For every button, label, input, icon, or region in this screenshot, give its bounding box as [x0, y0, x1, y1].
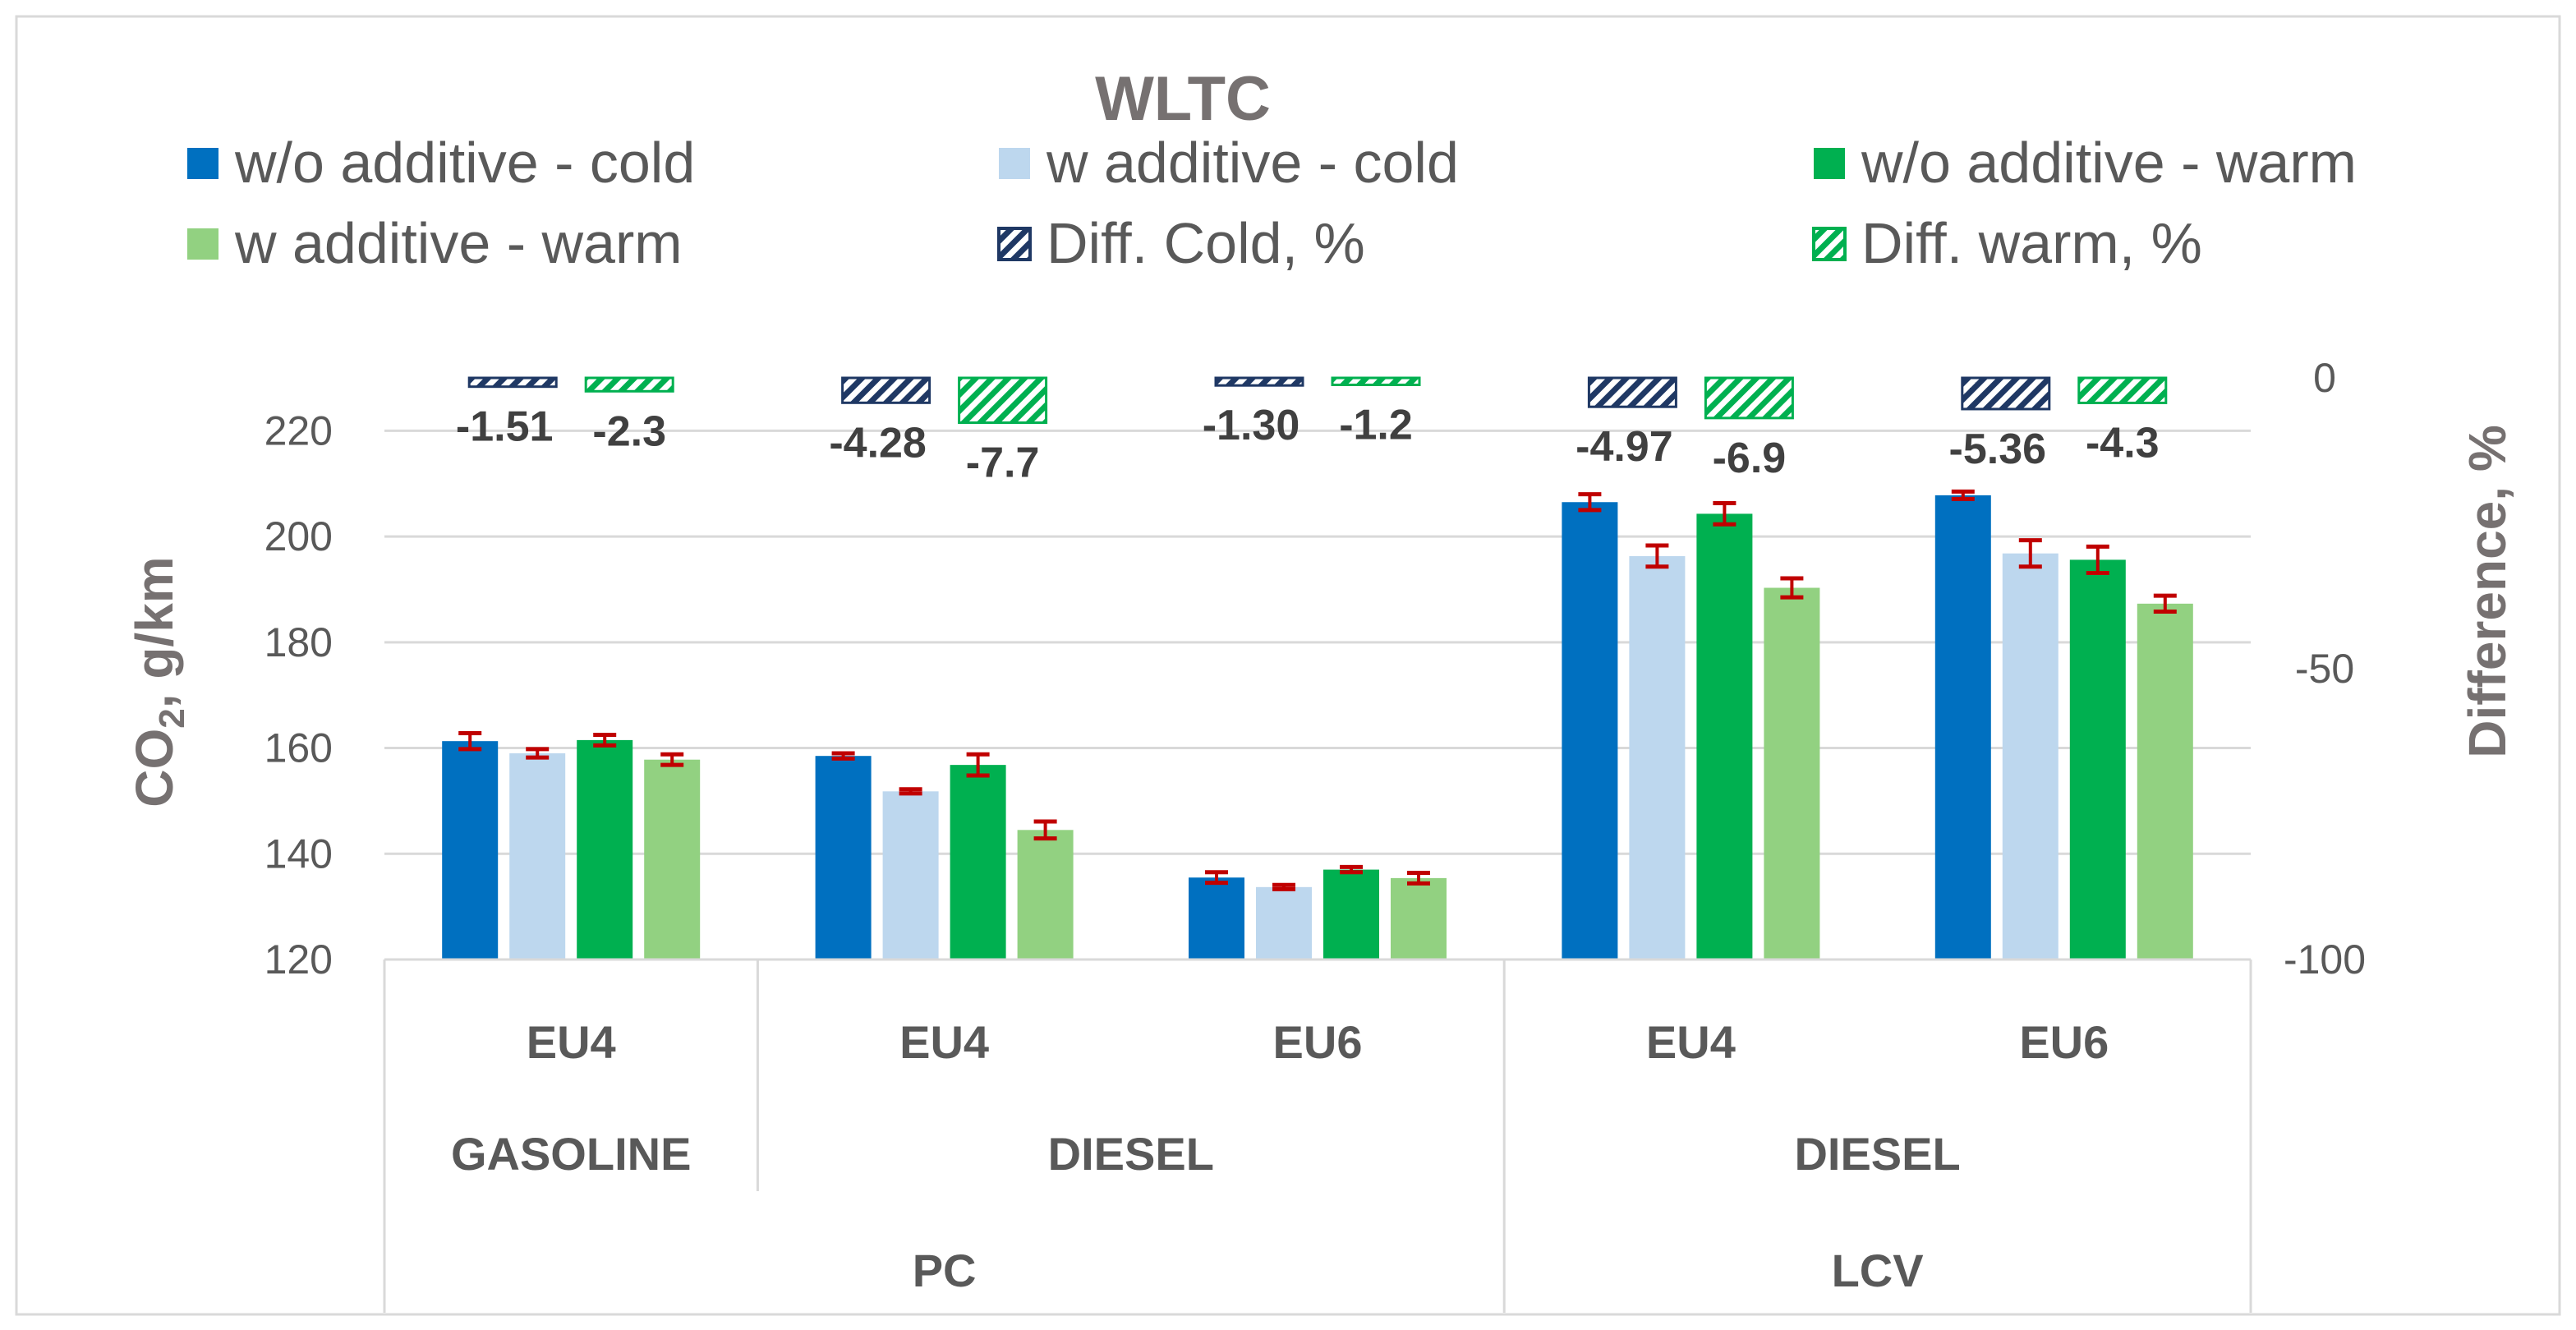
x-cat-fuel-0: GASOLINE [451, 1128, 691, 1180]
y-axis-label-sub: 2 [152, 708, 192, 728]
bar-4-cold_wo [1934, 495, 1991, 960]
diff-bar-4-diff_warm [2077, 376, 2168, 404]
bar-1-warm_wo [950, 765, 1006, 960]
y2-axis-label: Difference, % [2458, 425, 2517, 757]
bars [442, 495, 2193, 960]
y-tick-140: 140 [264, 831, 333, 877]
chart-border [15, 15, 2561, 1316]
diff-label-4-diff_warm: -4.3 [2086, 419, 2160, 467]
legend-label-warm_w: w additive - warm [234, 211, 683, 275]
bar-1-cold_w [882, 791, 939, 960]
bar-4-warm_wo [2069, 559, 2126, 960]
x-cat-standard-4: EU6 [2019, 1016, 2109, 1068]
y-tick-160: 160 [264, 725, 333, 771]
bar-2-warm_w [1391, 877, 1447, 960]
legend-swatch-diff_warm [1812, 227, 1847, 261]
diff-label-0-diff_warm: -2.3 [592, 407, 666, 455]
y2-tick--100: -100 [2284, 937, 2366, 983]
bar-1-cold_wo [815, 756, 872, 960]
x-cat-vehicle-0: PC [913, 1245, 977, 1296]
legend-item-warm_wo: w/o additive - warm [1814, 131, 2357, 195]
bar-1-warm_w [1017, 830, 1074, 960]
x-cat-standard-2: EU6 [1273, 1016, 1363, 1068]
bar-0-cold_wo [442, 741, 499, 960]
diff-label-3-diff_cold: -4.97 [1576, 423, 1673, 471]
legend-item-diff_warm: Diff. warm, % [1812, 211, 2202, 275]
bar-4-cold_w [2002, 553, 2058, 960]
diff-bar-3-diff_cold [1587, 376, 1677, 408]
bar-2-warm_wo [1323, 869, 1379, 960]
y-axis-label-rest: , g/km [125, 556, 184, 708]
diff-label-1-diff_warm: -7.7 [966, 439, 1040, 487]
bar-4-warm_w [2137, 603, 2193, 960]
bar-0-warm_w [644, 759, 701, 960]
bar-3-warm_wo [1696, 513, 1753, 960]
bar-0-cold_w [509, 752, 566, 960]
y-tick-220: 220 [264, 407, 333, 453]
legend-item-diff_cold: Diff. Cold, % [997, 211, 1365, 275]
diff-bar-3-diff_warm [1704, 376, 1794, 420]
x-cat-standard-1: EU4 [899, 1016, 989, 1068]
chart-title: WLTC [1095, 64, 1271, 134]
legend-item-cold_wo: w/o additive - cold [187, 131, 695, 195]
diff-bar-4-diff_cold [1961, 376, 2051, 411]
legend-item-cold_w: w additive - cold [999, 131, 1459, 195]
y-tick-200: 200 [264, 513, 333, 559]
diff-bar-0-diff_warm [584, 376, 674, 393]
legend-item-warm_w: w additive - warm [187, 211, 683, 275]
y-axis-label: CO2, g/km [125, 556, 192, 807]
diff-label-3-diff_warm: -6.9 [1713, 435, 1787, 482]
legend-label-diff_warm: Diff. warm, % [1861, 211, 2202, 275]
x-cat-fuel-2: DIESEL [1794, 1128, 1960, 1180]
diff-bar-1-diff_warm [958, 376, 1048, 425]
diff-bar-2-diff_warm [1331, 376, 1421, 386]
diff-label-4-diff_cold: -5.36 [1949, 426, 2047, 473]
legend-swatch-diff_cold [997, 227, 1032, 261]
diff-bar-1-diff_cold [841, 376, 932, 404]
bar-2-cold_wo [1189, 877, 1244, 960]
y-tick-180: 180 [264, 619, 333, 665]
legend-swatch-warm_wo [1814, 148, 1845, 179]
x-cat-standard-0: EU4 [527, 1016, 616, 1068]
diff-label-1-diff_cold: -4.28 [829, 419, 927, 467]
x-cat-fuel-1: DIESEL [1048, 1128, 1214, 1180]
legend-label-diff_cold: Diff. Cold, % [1046, 211, 1365, 275]
x-axis-categories: EU4 EU4 EU6 EU4 EU6 GASOLINE DIESEL DIESEL PC LCV [383, 958, 2252, 1313]
y-tick-120: 120 [264, 937, 333, 983]
diff-label-0-diff_cold: -1.51 [456, 403, 554, 451]
diff-label-2-diff_cold: -1.30 [1203, 402, 1300, 449]
y-axis-ticks: 120 140 160 180 200 220 [264, 407, 333, 983]
diff-bar-2-diff_cold [1214, 376, 1304, 387]
y2-axis-ticks: 0 -50 -100 [2284, 355, 2366, 983]
legend-swatch-warm_w [187, 228, 218, 260]
legend: w/o additive - cold w additive - cold w/o … [187, 131, 2357, 275]
diff-label-2-diff_warm: -1.2 [1339, 401, 1413, 449]
diff-bar-0-diff_cold [467, 376, 558, 389]
bar-3-warm_w [1764, 587, 1820, 960]
y2-tick-0: 0 [2313, 355, 2336, 401]
legend-label-warm_wo: w/o additive - warm [1861, 131, 2357, 195]
bar-0-warm_wo [577, 739, 633, 960]
legend-swatch-cold_wo [187, 148, 218, 179]
difference-bars: -1.51 -2.3 -4.28 -7.7 -1.30 -1.2 -4.97 -6.9 -5.3… [456, 376, 2168, 487]
error-bars [458, 489, 2177, 891]
bar-3-cold_w [1629, 555, 1686, 960]
y2-tick--50: -50 [2295, 646, 2354, 692]
bar-3-cold_wo [1562, 502, 1618, 960]
legend-label-cold_w: w additive - cold [1046, 131, 1459, 195]
x-cat-standard-3: EU4 [1646, 1016, 1736, 1068]
bar-2-cold_w [1256, 886, 1312, 960]
y-axis-label-main: CO [125, 729, 184, 808]
legend-label-cold_wo: w/o additive - cold [234, 131, 695, 195]
x-cat-vehicle-1: LCV [1832, 1245, 1924, 1296]
legend-swatch-cold_w [999, 148, 1030, 179]
